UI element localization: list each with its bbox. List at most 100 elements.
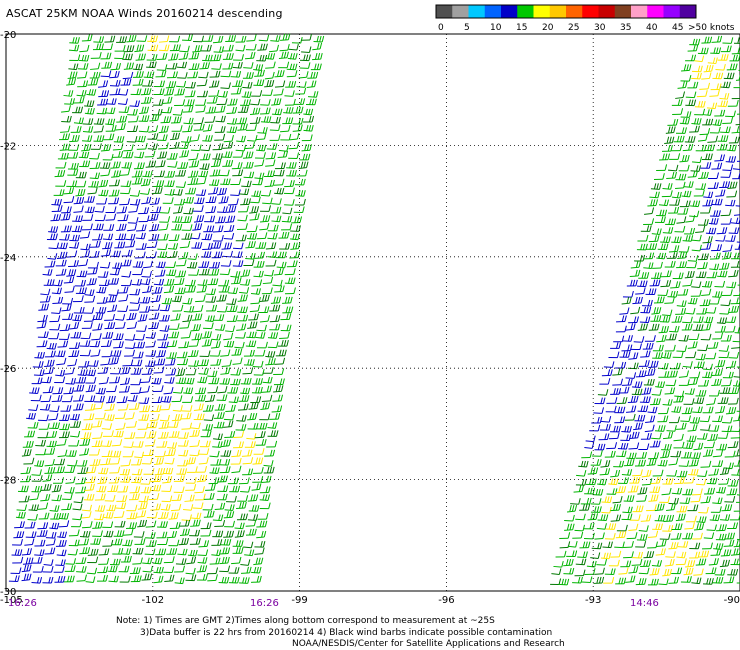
wind-barb: [205, 315, 215, 322]
wind-barb: [276, 261, 287, 269]
wind-barb: [81, 504, 92, 512]
wind-barb: [256, 530, 267, 539]
wind-barb: [675, 558, 687, 566]
wind-barb: [96, 297, 108, 304]
wind-barb: [137, 519, 148, 528]
wind-barb: [43, 279, 55, 286]
wind-barb: [27, 421, 39, 429]
wind-barb: [567, 540, 578, 548]
wind-barb: [298, 161, 309, 170]
wind-barb: [131, 468, 143, 476]
wind-barb: [43, 559, 54, 566]
wind-barb: [77, 63, 89, 70]
wind-barb: [115, 314, 126, 321]
legend-swatch: [452, 5, 469, 18]
wind-barb: [615, 577, 627, 585]
wind-barb: [285, 81, 297, 88]
legend-swatch: [549, 5, 567, 18]
wind-barb: [185, 567, 196, 575]
wind-barb: [20, 475, 32, 483]
wind-barb: [675, 91, 686, 99]
wind-barb: [154, 80, 166, 88]
wind-barb: [234, 530, 245, 538]
wind-barb: [265, 259, 277, 267]
wind-barb: [601, 496, 613, 503]
wind-barb: [574, 569, 586, 577]
wind-barb: [295, 190, 306, 197]
wind-barb: [216, 187, 227, 196]
wind-barb: [219, 458, 231, 466]
wind-barb: [723, 72, 735, 80]
wind-barb: [105, 118, 116, 126]
wind-barb: [261, 385, 272, 393]
wind-barb: [677, 541, 689, 548]
wind-barb: [710, 47, 722, 54]
wind-barb: [67, 163, 79, 170]
wind-barb: [623, 459, 635, 467]
wind-barb: [711, 198, 723, 206]
wind-barb: [156, 531, 168, 539]
wind-barb: [138, 215, 150, 223]
wind-barb: [239, 577, 250, 584]
wind-barb: [721, 252, 732, 260]
wind-barb: [725, 316, 737, 323]
wind-barb: [100, 358, 111, 366]
wind-barb: [181, 422, 193, 430]
wind-barb: [254, 172, 265, 180]
wind-barb: [58, 431, 70, 439]
wind-barb: [719, 467, 730, 476]
wind-barb: [130, 378, 142, 386]
wind-barb: [100, 169, 111, 177]
wind-barb: [615, 325, 627, 333]
wind-barb: [66, 450, 77, 457]
wind-barb: [89, 448, 101, 456]
wind-barb: [257, 512, 269, 520]
wind-barb: [265, 351, 276, 358]
wind-barb: [288, 43, 299, 51]
wind-barb: [94, 214, 106, 222]
wind-barb: [612, 378, 623, 386]
wind-barb: [259, 502, 271, 510]
wind-barb: [168, 323, 180, 330]
wind-barb: [280, 313, 292, 321]
wind-barb: [150, 503, 162, 511]
wind-barb: [194, 493, 206, 501]
wind-barb: [563, 559, 574, 567]
wind-barb: [252, 360, 264, 368]
wind-barb: [618, 386, 630, 394]
wind-barb: [576, 469, 587, 477]
wind-barb: [147, 133, 159, 140]
wind-barb: [610, 514, 622, 522]
wind-barb: [122, 53, 133, 61]
wind-barb: [693, 361, 705, 369]
wind-barb: [178, 432, 189, 439]
wind-barb: [73, 403, 84, 411]
wind-barb: [727, 181, 738, 190]
wind-barb: [689, 417, 701, 424]
wind-barb: [180, 331, 192, 339]
wind-barb: [726, 63, 738, 71]
wind-barb: [712, 497, 723, 505]
wind-barb: [239, 287, 250, 294]
wind-barb: [177, 548, 188, 556]
wind-barb: [176, 80, 187, 88]
wind-barb: [615, 361, 627, 369]
wind-barb: [68, 44, 80, 52]
wind-barb: [201, 331, 212, 339]
wind-barb: [722, 416, 733, 424]
wind-barb: [58, 520, 70, 528]
wind-barb: [34, 539, 46, 547]
wind-barb: [648, 452, 660, 460]
wind-barb: [204, 115, 216, 123]
wind-barb: [230, 71, 242, 78]
wind-barb: [49, 323, 61, 331]
wind-barb: [650, 315, 662, 322]
wind-barb: [247, 321, 258, 329]
wind-barb: [64, 487, 75, 494]
wind-barb: [687, 424, 698, 432]
wind-barb: [665, 333, 677, 341]
wind-barb: [236, 501, 247, 509]
wind-barb: [69, 135, 80, 143]
wind-barb: [125, 233, 136, 241]
lon-label: -102: [141, 595, 164, 606]
